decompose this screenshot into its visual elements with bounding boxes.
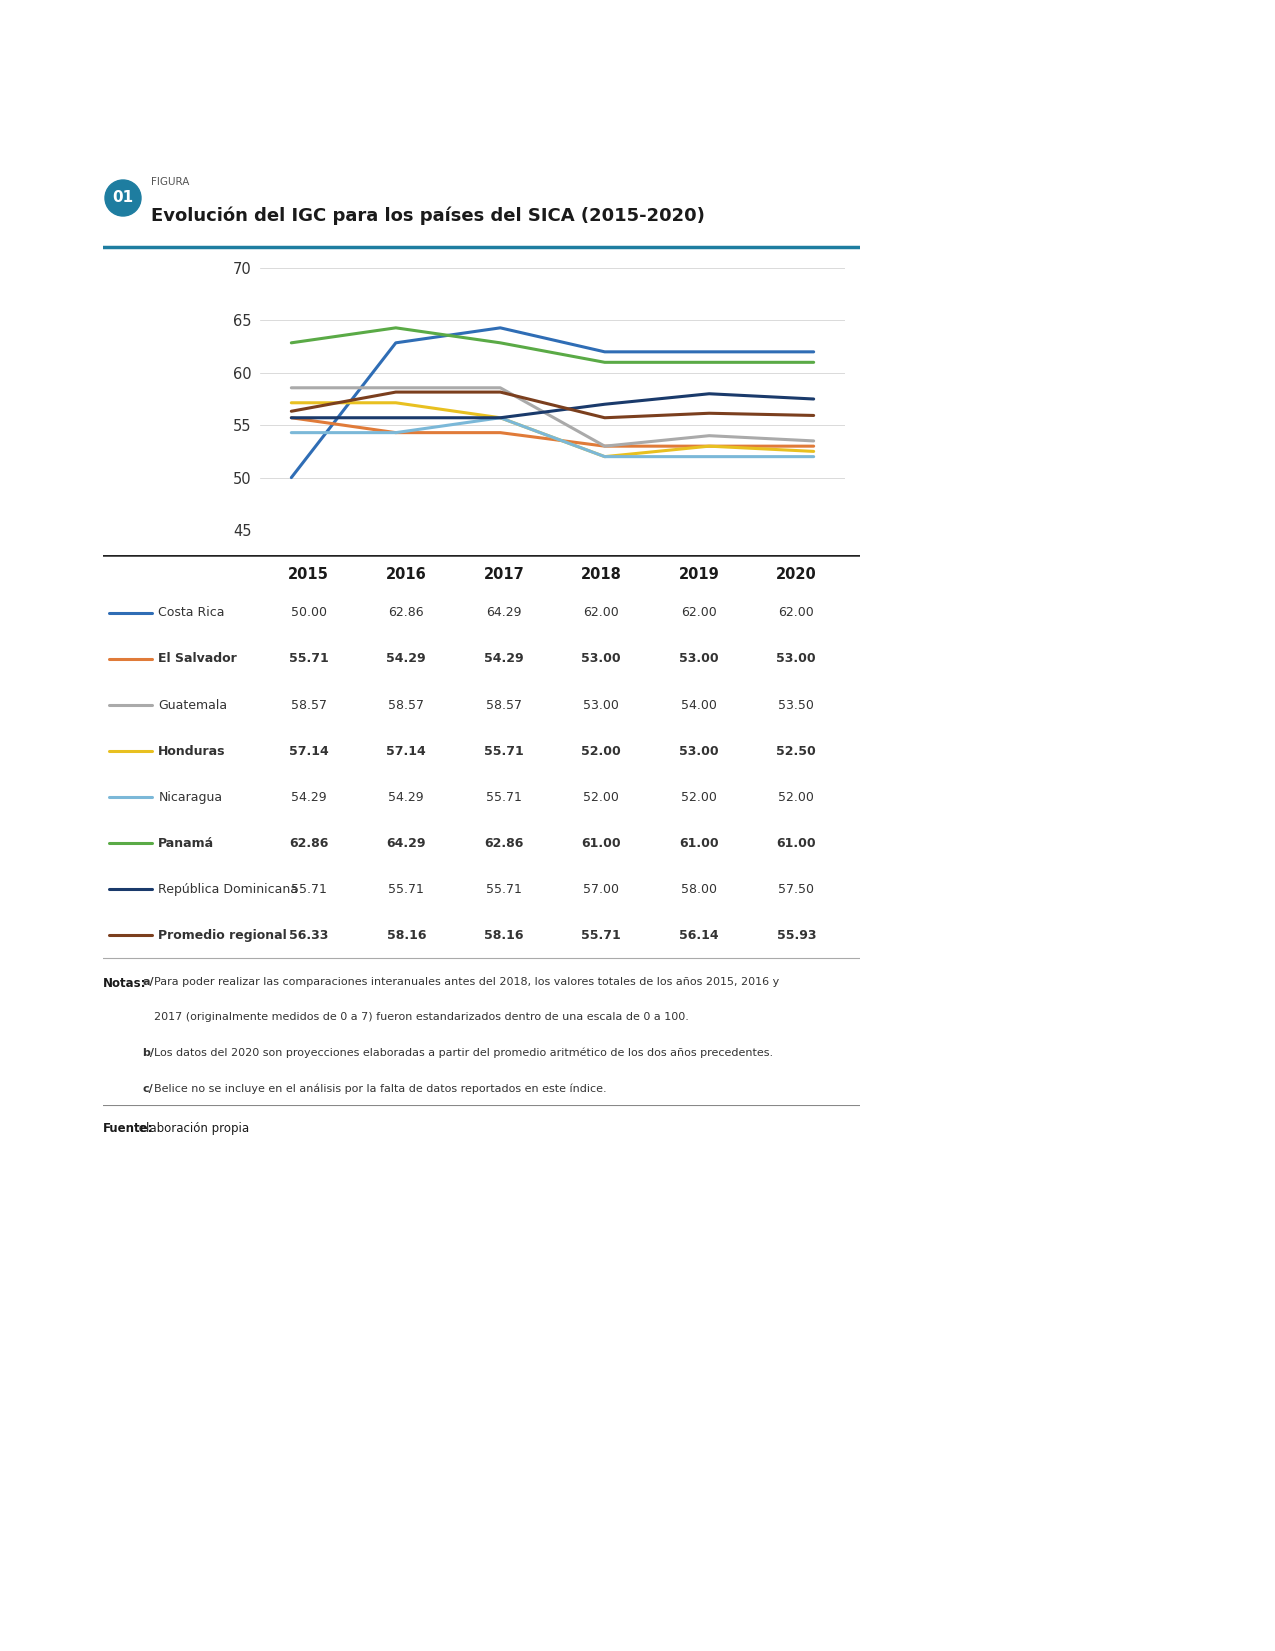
Text: 53.00: 53.00 [581, 652, 621, 665]
Text: Promedio regional: Promedio regional [158, 928, 287, 941]
Text: 2017: 2017 [483, 566, 524, 581]
Text: Notas:: Notas: [103, 976, 147, 989]
Text: 55.71: 55.71 [289, 652, 329, 665]
Text: 62.86: 62.86 [484, 837, 524, 850]
Text: 53.00: 53.00 [776, 652, 816, 665]
Text: 55.71: 55.71 [389, 883, 425, 895]
Text: 53.00: 53.00 [678, 745, 719, 758]
Text: Fuente:: Fuente: [103, 1123, 153, 1136]
Text: 57.00: 57.00 [583, 883, 620, 895]
Text: Panamá: Panamá [158, 837, 214, 850]
Text: 62.00: 62.00 [778, 606, 815, 619]
Text: 2016: 2016 [386, 566, 427, 581]
Text: 64.29: 64.29 [486, 606, 521, 619]
Text: 52.00: 52.00 [581, 745, 621, 758]
Text: FIGURA: FIGURA [150, 177, 190, 187]
Text: 56.14: 56.14 [678, 928, 719, 941]
Text: 57.14: 57.14 [386, 745, 426, 758]
Text: 62.86: 62.86 [289, 837, 329, 850]
Text: 52.00: 52.00 [583, 791, 620, 804]
Text: 54.29: 54.29 [484, 652, 524, 665]
Text: 2018: 2018 [581, 566, 622, 581]
Text: 58.57: 58.57 [389, 698, 425, 712]
Text: 54.00: 54.00 [681, 698, 717, 712]
Text: 55.71: 55.71 [581, 928, 621, 941]
Text: Evolución del IGC para los países del SICA (2015-2020): Evolución del IGC para los países del SI… [150, 206, 705, 225]
Text: 61.00: 61.00 [678, 837, 719, 850]
Text: 55.71: 55.71 [486, 883, 521, 895]
Text: Los datos del 2020 son proyecciones elaboradas a partir del promedio aritmético : Los datos del 2020 son proyecciones elab… [154, 1048, 774, 1058]
Text: elaboración propia: elaboración propia [135, 1123, 249, 1136]
Text: 58.00: 58.00 [681, 883, 717, 895]
Text: 2015: 2015 [288, 566, 329, 581]
Text: 55.71: 55.71 [486, 791, 521, 804]
Text: 2020: 2020 [776, 566, 816, 581]
Text: 62.00: 62.00 [584, 606, 620, 619]
Text: 53.00: 53.00 [678, 652, 719, 665]
Text: c/: c/ [143, 1083, 153, 1093]
Text: 54.29: 54.29 [389, 791, 425, 804]
Text: a/: a/ [143, 976, 154, 987]
Text: 61.00: 61.00 [776, 837, 816, 850]
Text: b/: b/ [143, 1048, 154, 1058]
Text: Costa Rica: Costa Rica [158, 606, 224, 619]
Text: 2019: 2019 [678, 566, 719, 581]
Text: 58.57: 58.57 [486, 698, 521, 712]
Text: 64.29: 64.29 [386, 837, 426, 850]
Text: 62.86: 62.86 [389, 606, 425, 619]
Text: 52.00: 52.00 [681, 791, 717, 804]
Text: El Salvador: El Salvador [158, 652, 237, 665]
Text: 53.50: 53.50 [778, 698, 815, 712]
Text: 58.57: 58.57 [291, 698, 326, 712]
Text: 52.50: 52.50 [776, 745, 816, 758]
Text: Para poder realizar las comparaciones interanuales antes del 2018, los valores t: Para poder realizar las comparaciones in… [154, 976, 780, 987]
Text: Honduras: Honduras [158, 745, 226, 758]
Text: 58.16: 58.16 [484, 928, 524, 941]
Text: 57.14: 57.14 [289, 745, 329, 758]
Text: 61.00: 61.00 [581, 837, 621, 850]
Text: 53.00: 53.00 [583, 698, 620, 712]
Text: 55.71: 55.71 [291, 883, 326, 895]
Text: 01: 01 [112, 190, 134, 205]
Text: 57.50: 57.50 [778, 883, 815, 895]
Text: 50.00: 50.00 [291, 606, 326, 619]
Text: 56.33: 56.33 [289, 928, 329, 941]
Text: 52.00: 52.00 [778, 791, 815, 804]
Text: Belice no se incluye en el análisis por la falta de datos reportados en este índ: Belice no se incluye en el análisis por … [154, 1083, 607, 1095]
Text: Nicaragua: Nicaragua [158, 791, 222, 804]
Text: Guatemala: Guatemala [158, 698, 227, 712]
Text: 54.29: 54.29 [291, 791, 326, 804]
Text: 55.93: 55.93 [776, 928, 816, 941]
Text: 2017 (originalmente medidos de 0 a 7) fueron estandarizados dentro de una escala: 2017 (originalmente medidos de 0 a 7) fu… [154, 1012, 690, 1022]
Circle shape [105, 180, 142, 216]
Text: 58.16: 58.16 [386, 928, 426, 941]
Text: República Dominicana: República Dominicana [158, 883, 298, 895]
Text: 55.71: 55.71 [484, 745, 524, 758]
Text: 54.29: 54.29 [386, 652, 426, 665]
Text: 62.00: 62.00 [681, 606, 717, 619]
